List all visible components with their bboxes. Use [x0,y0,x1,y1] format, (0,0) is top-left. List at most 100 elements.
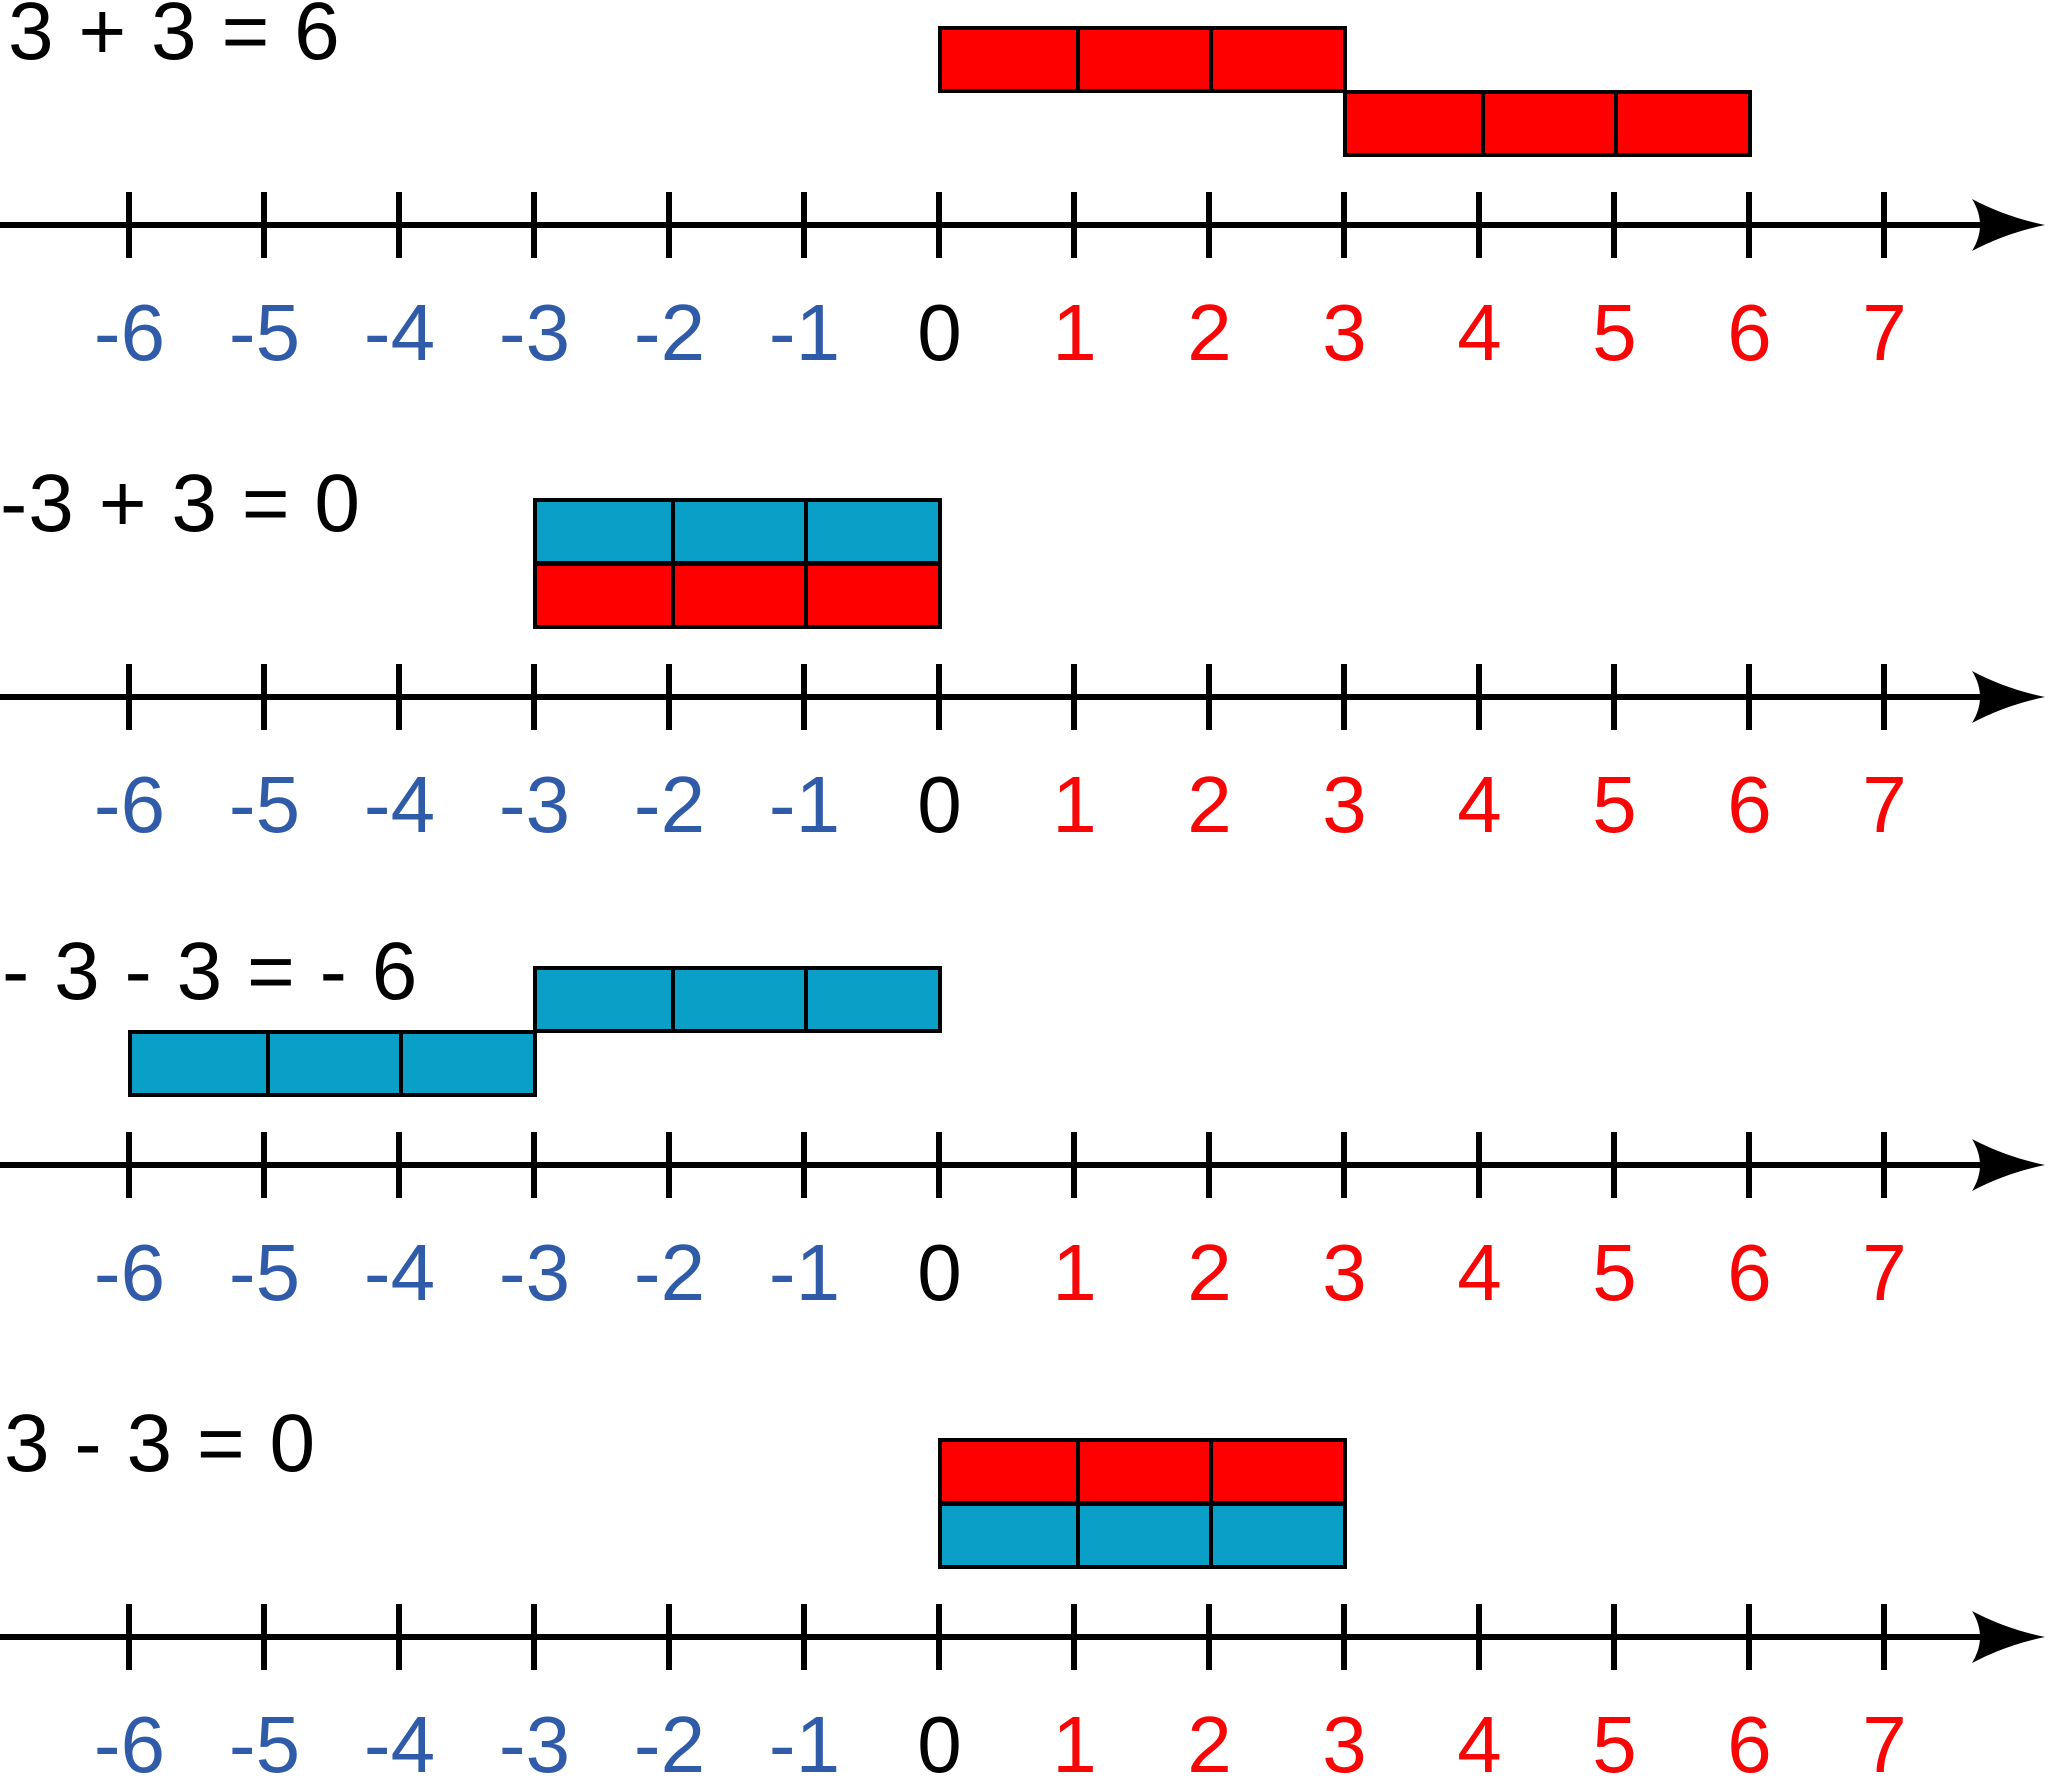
unit-block [1075,1442,1210,1501]
block-row-neg3-to-0 [533,966,942,1033]
tick-label: 0 [917,1700,962,1789]
tick-label: -5 [228,1700,301,1789]
tick-label: 2 [1187,760,1232,849]
tick-label: 2 [1187,1228,1232,1317]
unit-block [804,566,938,625]
block-row-0-to-3-blue [938,1502,1347,1569]
unit-block [1614,94,1748,153]
tick-label: 6 [1727,1228,1772,1317]
arrow-right-icon [1972,1139,2045,1191]
tick-label: -4 [363,1700,436,1789]
tick-label: -1 [768,288,841,377]
tick-label: -6 [93,760,166,849]
tick-label: 5 [1592,1228,1637,1317]
tick-label: -4 [363,1228,436,1317]
axis-labels: -6 -5 -4 -3 -2 -1 0 1 2 3 4 5 6 7 [62,1231,1952,1315]
tick-label: 4 [1457,760,1502,849]
tick-label: -3 [498,1700,571,1789]
unit-block [537,566,671,625]
block-row-neg6-to-neg3 [128,1030,537,1097]
block-row-neg3-to-0-red [533,562,942,629]
unit-block [1075,1506,1210,1565]
tick-label: -5 [228,288,301,377]
tick-label: -5 [228,760,301,849]
tick-label: 0 [917,760,962,849]
unit-block [537,502,671,561]
tick-label: 3 [1322,288,1367,377]
equation-label: - 3 - 3 = - 6 [2,926,419,1017]
tick-marks [62,1132,1952,1198]
tick-label: -2 [633,1228,706,1317]
tick-label: 5 [1592,1700,1637,1789]
tick-label: 6 [1727,760,1772,849]
unit-block [1209,1442,1343,1501]
tick-label: 3 [1322,1228,1367,1317]
arrow-right-icon [1972,671,2045,723]
tick-label: -1 [768,1228,841,1317]
unit-block [942,30,1076,89]
block-row-0-to-3 [938,26,1347,93]
tick-label: 2 [1187,1700,1232,1789]
tick-label: 6 [1727,288,1772,377]
tick-label: 1 [1052,760,1097,849]
axis-labels: -6 -5 -4 -3 -2 -1 0 1 2 3 4 5 6 7 [62,763,1952,847]
block-row-0-to-3-red [938,1438,1347,1505]
tick-label: 4 [1457,1700,1502,1789]
unit-block [1209,30,1343,89]
tick-label: 3 [1322,760,1367,849]
equation-label: -3 + 3 = 0 [0,458,362,549]
unit-block [1480,94,1615,153]
unit-block [399,1034,533,1093]
tick-label: -1 [768,760,841,849]
equation-label: 3 - 3 = 0 [4,1398,317,1489]
tick-label: 4 [1457,1228,1502,1317]
unit-block [1209,1506,1343,1565]
tick-label: 6 [1727,1700,1772,1789]
tick-label: -4 [363,288,436,377]
tick-label: -6 [93,1228,166,1317]
unit-block [670,970,805,1029]
tick-label: -2 [633,760,706,849]
tick-marks [62,192,1952,258]
tick-label: -2 [633,1700,706,1789]
tick-label: 1 [1052,1700,1097,1789]
tick-label: 0 [917,1228,962,1317]
tick-label: 5 [1592,760,1637,849]
tick-label: 3 [1322,1700,1367,1789]
tick-label: 7 [1862,1700,1907,1789]
tick-label: -3 [498,760,571,849]
tick-marks [62,1604,1952,1670]
unit-block [670,502,805,561]
tick-label: 0 [917,288,962,377]
tick-label: 7 [1862,288,1907,377]
tick-label: 5 [1592,288,1637,377]
tick-label: 7 [1862,760,1907,849]
arrow-right-icon [1972,1611,2045,1663]
tick-label: 2 [1187,288,1232,377]
block-row-neg3-to-0-blue [533,498,942,565]
unit-block [537,970,671,1029]
unit-block [132,1034,266,1093]
unit-block [265,1034,400,1093]
unit-block [942,1442,1076,1501]
axis-labels: -6 -5 -4 -3 -2 -1 0 1 2 3 4 5 6 7 [62,1703,1952,1787]
tick-label: 1 [1052,288,1097,377]
tick-label: -3 [498,1228,571,1317]
tick-label: -1 [768,1700,841,1789]
arrow-right-icon [1972,199,2045,251]
equation-label: 3 + 3 = 6 [8,0,341,77]
tick-label: 4 [1457,288,1502,377]
tick-label: -6 [93,288,166,377]
tick-label: 7 [1862,1228,1907,1317]
axis-labels: -6 -5 -4 -3 -2 -1 0 1 2 3 4 5 6 7 [62,291,1952,375]
unit-block [942,1506,1076,1565]
tick-label: -6 [93,1700,166,1789]
tick-label: 1 [1052,1228,1097,1317]
unit-block [670,566,805,625]
tick-label: -3 [498,288,571,377]
block-row-3-to-6 [1343,90,1752,157]
unit-block [1347,94,1481,153]
tick-label: -2 [633,288,706,377]
unit-block [1075,30,1210,89]
tick-label: -5 [228,1228,301,1317]
